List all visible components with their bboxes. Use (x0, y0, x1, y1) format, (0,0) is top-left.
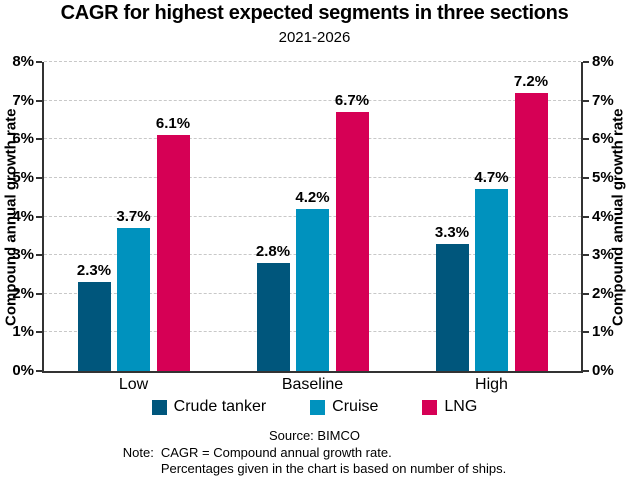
y-tick-label-left: 6% (12, 130, 34, 148)
legend-label: Cruise (332, 398, 379, 415)
bar-cruise-high (475, 189, 508, 371)
y-tick-label-right: 2% (592, 284, 614, 302)
y-axis-left (42, 62, 44, 373)
note-line: Percentages given in the chart is based … (160, 460, 507, 476)
bar-cruise-baseline (296, 208, 329, 371)
bar-value-label: 4.7% (474, 169, 509, 187)
legend-item-crude-tanker: Crude tanker (151, 398, 267, 416)
y-tick-right (583, 138, 589, 141)
y-tick-label-right: 0% (592, 362, 614, 379)
legend-item-cruise: Cruise (310, 398, 378, 416)
gridline (44, 138, 581, 140)
chart-subtitle: 2021-2026 (278, 29, 351, 46)
x-axis (42, 371, 583, 373)
note-text: CAGR = Compound annual growth rate. Perce… (161, 445, 506, 476)
y-tick-left (36, 254, 42, 257)
x-category-label: High (475, 376, 508, 393)
gridline (44, 99, 581, 101)
y-tick-right (583, 370, 589, 372)
y-tick-label-right: 4% (592, 207, 614, 225)
note-label: Note: (122, 445, 154, 460)
y-tick-label-left: 1% (12, 323, 34, 341)
y-tick-right (583, 99, 589, 102)
bar-lng-baseline (335, 112, 369, 371)
y-tick-right (583, 292, 589, 295)
y-tick-left (36, 176, 42, 179)
bar-lng-low (156, 135, 190, 371)
y-tick-label-left: 5% (12, 168, 34, 186)
y-tick-label-right: 6% (592, 130, 614, 148)
y-tick-label-right: 8% (592, 53, 614, 70)
gridline (44, 61, 581, 62)
legend-swatch-lng (422, 399, 438, 415)
note: Note: CAGR = Compound annual growth rate… (123, 445, 507, 476)
y-tick-left (36, 331, 42, 334)
y-tick-label-left: 0% (12, 362, 34, 379)
y-tick-label-left: 8% (12, 53, 34, 70)
note-line: CAGR = Compound annual growth rate. (160, 445, 392, 460)
bar-crude-tanker-low (77, 282, 111, 371)
gridline (44, 176, 581, 178)
y-tick-label-left: 4% (12, 207, 34, 225)
y-tick-left (36, 292, 42, 295)
y-axis-right (581, 62, 583, 373)
y-tick-right (583, 331, 589, 334)
x-category-label: Baseline (281, 376, 344, 393)
source-text: Source: BIMCO (268, 428, 361, 443)
y-tick-right (583, 254, 589, 257)
bar-value-label: 6.1% (155, 115, 191, 133)
y-tick-right (583, 176, 589, 179)
legend: Crude tanker Cruise LNG (0, 398, 629, 416)
y-tick-left (36, 215, 42, 218)
legend-swatch-crude-tanker (151, 399, 167, 415)
bar-value-label: 7.2% (513, 72, 549, 90)
y-tick-left (36, 61, 42, 63)
x-category-label: Low (118, 376, 149, 393)
y-tick-left (36, 370, 42, 372)
y-tick-label-right: 7% (592, 91, 614, 109)
bar-value-label: 4.2% (295, 188, 330, 206)
legend-swatch-cruise (310, 399, 326, 415)
bar-value-label: 2.3% (76, 262, 112, 280)
y-tick-left (36, 99, 42, 102)
bar-value-label: 3.7% (116, 208, 151, 226)
y-tick-label-left: 7% (12, 91, 34, 109)
chart-title: CAGR for highest expected segments in th… (60, 2, 569, 24)
bar-value-label: 3.3% (434, 223, 470, 241)
bar-value-label: 6.7% (334, 92, 370, 110)
bar-cruise-low (117, 228, 150, 371)
legend-label: LNG (444, 398, 478, 415)
y-tick-label-right: 5% (592, 168, 614, 186)
y-tick-label-left: 2% (12, 284, 34, 302)
legend-item-lng: LNG (422, 398, 477, 416)
y-tick-right (583, 215, 589, 218)
bar-crude-tanker-baseline (256, 262, 290, 371)
y-tick-label-right: 3% (592, 246, 614, 264)
bar-value-label: 2.8% (255, 242, 291, 260)
legend-label: Crude tanker (173, 398, 267, 415)
bar-lng-high (514, 92, 548, 371)
y-tick-label-right: 1% (592, 323, 614, 341)
bar-crude-tanker-high (435, 243, 469, 371)
y-tick-label-left: 3% (12, 246, 34, 264)
y-tick-left (36, 138, 42, 141)
y-tick-right (583, 61, 589, 63)
